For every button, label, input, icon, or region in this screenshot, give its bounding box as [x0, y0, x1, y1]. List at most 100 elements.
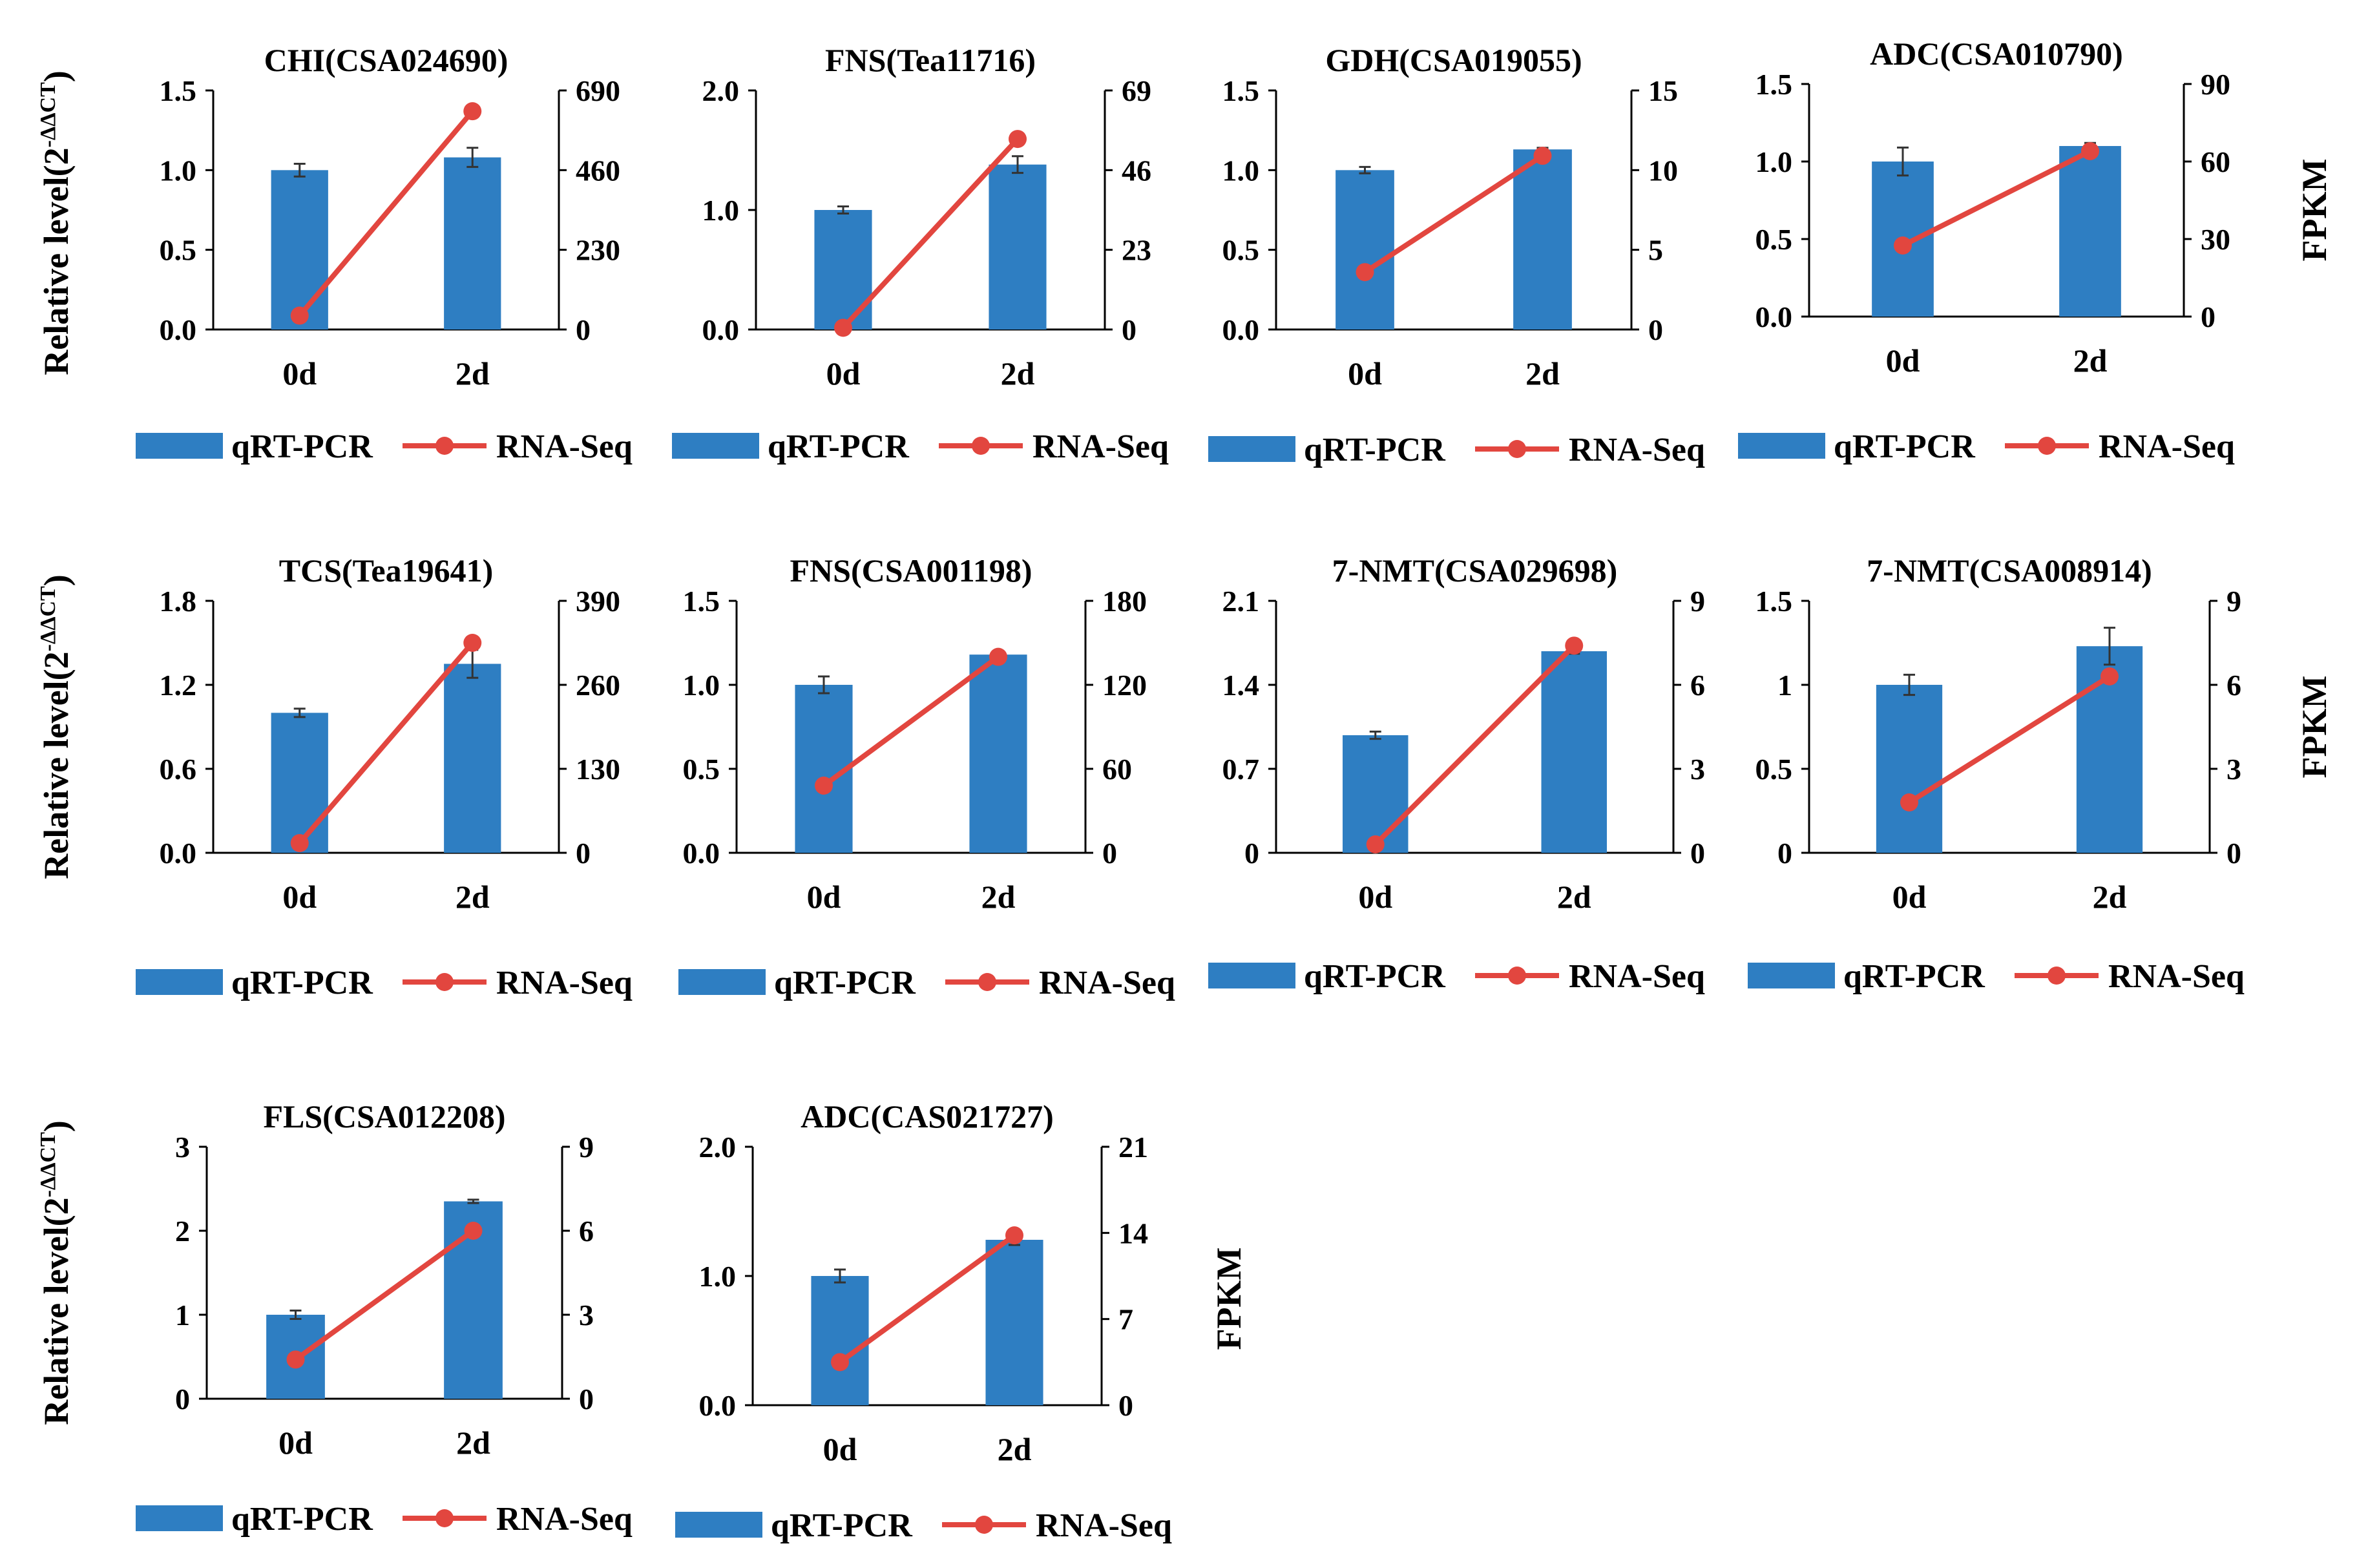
legend-swatch-qrt-pcr: [136, 969, 223, 995]
legend-swatch-qrt-pcr: [1738, 433, 1825, 459]
line-rna-seq: [1901, 149, 2091, 248]
left-axis-title-main: Relative level(2: [37, 147, 76, 375]
marker-rna-seq: [1565, 636, 1584, 655]
legend-label-qrt-pcr: qRT-PCR: [231, 965, 373, 1001]
right-tick-label: 0: [1648, 313, 1663, 346]
category-label: 2d: [456, 879, 490, 915]
category-label: 0d: [282, 879, 317, 915]
right-axis-title: FPKM: [2295, 159, 2334, 262]
left-axis-title-main: Relative level(2: [37, 651, 76, 879]
left-tick-label: 3: [175, 1131, 190, 1164]
chart-title: CHI(CSA024690): [264, 42, 508, 78]
category-label: 2d: [2073, 342, 2108, 379]
line-rna-seq: [297, 641, 475, 845]
left-tick-label: 1.5: [1222, 74, 1260, 107]
legend: qRT-PCR RNA-Seq: [136, 965, 633, 1001]
bar-qrt-pcr: [444, 157, 501, 329]
bar-qrt-pcr: [1513, 149, 1572, 329]
marker-rna-seq: [989, 647, 1007, 666]
marker-rna-seq: [834, 319, 852, 337]
right-tick-label: 9: [1690, 585, 1705, 618]
bar-qrt-pcr: [2059, 146, 2121, 317]
marker-rna-seq: [464, 1222, 483, 1240]
chart-panel: 7-NMT(CSA029698) 0 0.7 1.4 2.1 0 3 6 9 0d 2d qRT-PC…: [1208, 552, 1705, 995]
left-tick-label: 0.5: [160, 234, 197, 267]
bar-qrt-pcr: [444, 664, 501, 853]
right-tick-label: 9: [579, 1131, 594, 1164]
left-tick-label: 2.0: [702, 74, 740, 107]
legend: qRT-PCR RNA-Seq: [1208, 432, 1705, 468]
marker-rna-seq: [1894, 236, 1912, 255]
legend-label-rna-seq: RNA-Seq: [2108, 958, 2245, 995]
chart-panel: ADC(CSA010790) 0.0 0.5 1.0 1.5 0 30 60 90 0d 2d qRT…: [1738, 36, 2235, 465]
chart-panel: 7-NMT(CSA008914) 0 0.5 1 1.5 0 3 6 9 0d 2d qRT-PCR R…: [1748, 552, 2245, 995]
legend-label-qrt-pcr: qRT-PCR: [1843, 958, 1985, 995]
legend-swatch-qrt-pcr: [1208, 963, 1295, 988]
left-tick-label: 1.0: [1755, 145, 1793, 178]
category-label: 2d: [998, 1431, 1032, 1467]
left-axis-title: Relative level(2-ΔΔCT): [36, 70, 76, 375]
category-label: 2d: [1557, 879, 1591, 915]
left-tick-label: 0.0: [699, 1389, 737, 1422]
right-tick-label: 0: [579, 1383, 594, 1416]
right-axis-title: FPKM: [2295, 676, 2334, 779]
category-label: 0d: [1886, 342, 1920, 379]
right-tick-label: 460: [576, 154, 620, 187]
line-rna-seq: [294, 1228, 475, 1362]
left-axis-title-superscript: -ΔΔCT: [36, 1132, 60, 1198]
left-tick-label: 0: [1244, 837, 1259, 870]
category-label: 2d: [456, 1425, 490, 1461]
legend-swatch-qrt-pcr: [1748, 963, 1835, 988]
legend-label-rna-seq: RNA-Seq: [496, 1501, 633, 1538]
right-tick-label: 0: [576, 313, 591, 346]
left-tick-label: 2.0: [699, 1131, 737, 1164]
legend-marker-rna-seq: [435, 1509, 454, 1527]
legend-label-rna-seq: RNA-Seq: [1569, 958, 1705, 995]
chart-title: 7-NMT(CSA029698): [1332, 552, 1618, 589]
legend: qRT-PCR RNA-Seq: [672, 428, 1169, 465]
bar-qrt-pcr: [271, 713, 328, 853]
left-tick-label: 0.0: [702, 313, 740, 346]
left-tick-label: 0.5: [1222, 234, 1260, 267]
marker-rna-seq: [286, 1350, 305, 1369]
legend-swatch-qrt-pcr: [1208, 436, 1295, 462]
left-axis-title-close: ): [37, 1120, 76, 1132]
category-label: 0d: [278, 1425, 313, 1461]
category-label: 0d: [807, 879, 841, 915]
right-tick-label: 69: [1122, 74, 1151, 107]
chart-panel: CHI(CSA024690) 0.0 0.5 1.0 1.5 0 230 460 690 0d 2d…: [136, 42, 633, 465]
marker-rna-seq: [463, 634, 482, 652]
right-tick-label: 90: [2201, 68, 2230, 101]
chart-panel: ADC(CAS021727) 0.0 1.0 2.0 0 7 14 21 0d 2d qRT-PCR…: [675, 1098, 1172, 1544]
legend-marker-rna-seq: [975, 1516, 993, 1534]
right-tick-label: 14: [1118, 1217, 1148, 1249]
right-tick-label: 23: [1122, 234, 1151, 267]
marker-rna-seq: [1356, 263, 1374, 282]
right-tick-label: 7: [1118, 1303, 1133, 1336]
left-tick-label: 1.5: [1755, 68, 1793, 101]
right-tick-label: 180: [1102, 585, 1147, 618]
left-tick-label: 1.2: [160, 669, 197, 702]
category-label: 0d: [1892, 879, 1927, 915]
legend-marker-rna-seq: [2048, 967, 2066, 985]
chart-title: FNS(Tea11716): [825, 42, 1036, 78]
legend-label-rna-seq: RNA-Seq: [1032, 428, 1169, 465]
chart-title: ADC(CSA010790): [1870, 36, 2123, 72]
marker-rna-seq: [1009, 130, 1027, 149]
left-tick-label: 0.0: [160, 837, 197, 870]
left-tick-label: 0.0: [1222, 313, 1260, 346]
left-tick-label: 0: [1777, 837, 1792, 870]
chart-panel: FNS(Tea11716) 0.0 1.0 2.0 0 23 46 69 0d 2d qRT-PCR…: [672, 42, 1169, 465]
left-tick-label: 0.0: [1755, 300, 1793, 333]
bar-qrt-pcr: [989, 164, 1047, 329]
right-tick-label: 690: [576, 74, 620, 107]
category-label: 2d: [456, 355, 490, 392]
chart-panel: FLS(CSA012208) 0 1 2 3 0 3 6 9 0d 2d qRT-PCR RNA-Seq: [136, 1098, 633, 1538]
chart-title: GDH(CSA019055): [1325, 42, 1582, 78]
marker-rna-seq: [290, 834, 309, 852]
left-tick-label: 0.5: [1755, 753, 1793, 786]
legend: qRT-PCR RNA-Seq: [678, 965, 1175, 1001]
line-rna-seq: [1363, 153, 1544, 275]
marker-rna-seq: [463, 102, 482, 121]
marker-rna-seq: [1366, 835, 1385, 853]
